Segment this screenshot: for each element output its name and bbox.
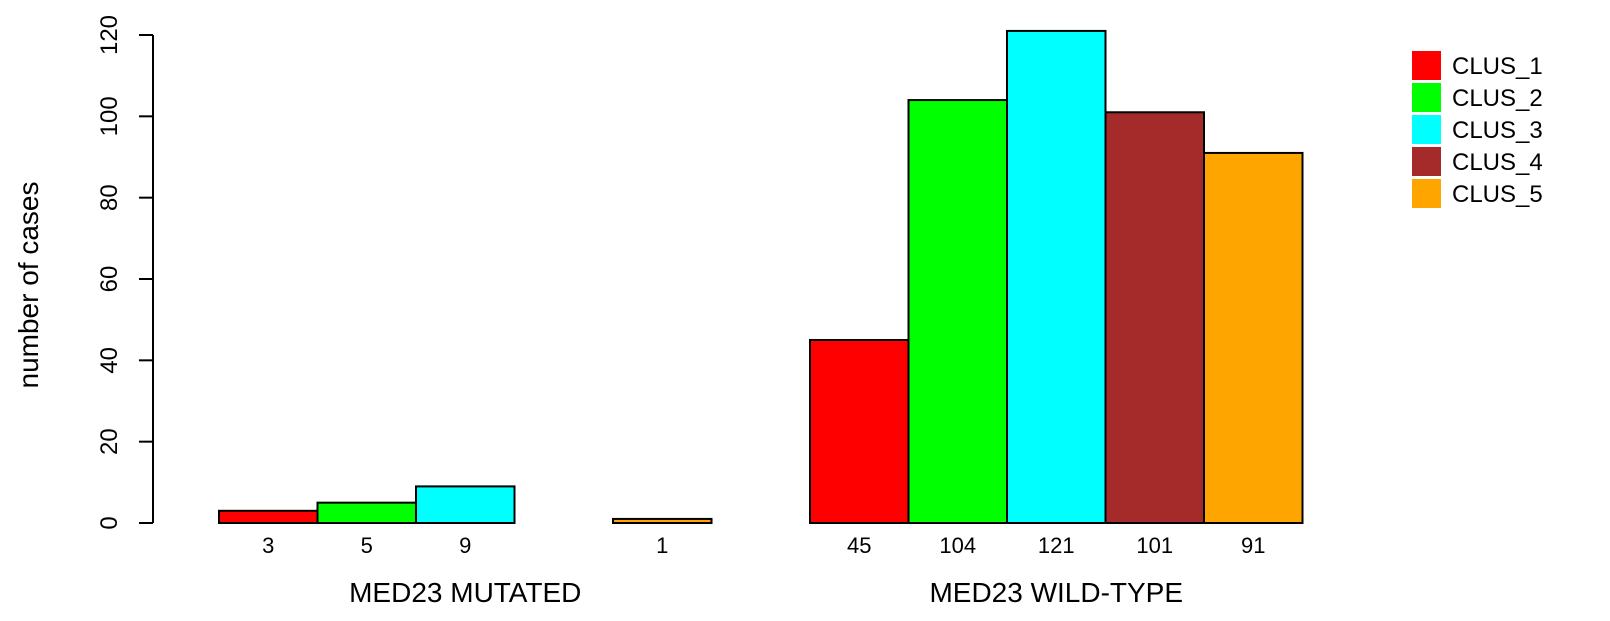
bar-value-label: 121 bbox=[1038, 533, 1075, 558]
bar-clus_1 bbox=[218, 509, 319, 524]
bar-clus_3 bbox=[415, 485, 516, 524]
bar-clus_2 bbox=[907, 99, 1008, 524]
bar-value-label: 104 bbox=[939, 533, 976, 558]
bar-labels: 3 5 9 1 45 104 121 101 91 bbox=[262, 533, 1265, 558]
y-tick-label: 120 bbox=[96, 15, 123, 55]
y-tick-label: 20 bbox=[96, 428, 123, 455]
legend-swatch bbox=[1412, 51, 1441, 80]
y-axis-title: number of cases bbox=[13, 182, 44, 389]
legend-swatch bbox=[1412, 83, 1441, 112]
y-axis: 0 20 40 60 80 100 120 bbox=[96, 15, 154, 530]
group-label: MED23 MUTATED bbox=[349, 577, 581, 608]
bar-value-label: 5 bbox=[361, 533, 373, 558]
legend-label: CLUS_3 bbox=[1452, 117, 1543, 144]
y-tick-label: 60 bbox=[96, 266, 123, 293]
bar-clus_1 bbox=[809, 339, 910, 524]
bars bbox=[218, 29, 1304, 525]
y-tick-label: 80 bbox=[96, 184, 123, 211]
legend-swatch bbox=[1412, 115, 1441, 144]
legend-label: CLUS_2 bbox=[1452, 85, 1543, 112]
bar-clus_5 bbox=[612, 517, 713, 525]
legend-label: CLUS_4 bbox=[1452, 149, 1543, 176]
bar-clus_2 bbox=[316, 501, 417, 524]
bar-value-label: 45 bbox=[847, 533, 871, 558]
legend-label: CLUS_5 bbox=[1452, 181, 1543, 208]
y-tick-label: 40 bbox=[96, 347, 123, 374]
legend-swatch bbox=[1412, 179, 1441, 208]
y-tick-label: 100 bbox=[96, 96, 123, 136]
bar-value-label: 91 bbox=[1241, 533, 1265, 558]
bar-value-label: 1 bbox=[656, 533, 668, 558]
bar-clus_5 bbox=[1203, 151, 1304, 525]
bar-value-label: 101 bbox=[1136, 533, 1173, 558]
legend-label: CLUS_1 bbox=[1452, 53, 1543, 80]
group-labels: MED23 MUTATED MED23 WILD-TYPE bbox=[349, 577, 1183, 608]
bar-value-label: 3 bbox=[262, 533, 274, 558]
legend: CLUS_1 CLUS_2 CLUS_3 CLUS_4 CLUS_5 bbox=[1412, 51, 1543, 208]
bar-clus_3 bbox=[1006, 29, 1107, 525]
bar-value-label: 9 bbox=[459, 533, 471, 558]
group-label: MED23 WILD-TYPE bbox=[929, 577, 1183, 608]
bar-clus_4 bbox=[1104, 111, 1205, 525]
y-tick-label: 0 bbox=[96, 516, 123, 529]
legend-swatch bbox=[1412, 147, 1441, 176]
